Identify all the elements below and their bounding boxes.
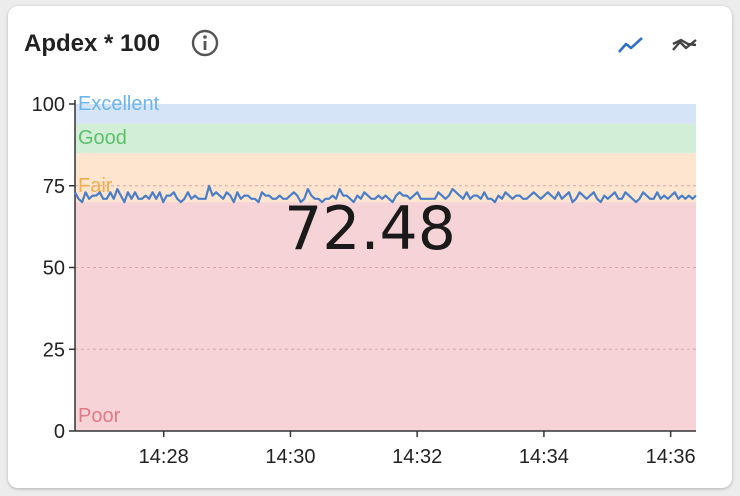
x-tick-label: 14:28 — [139, 446, 189, 468]
band-excellent — [75, 104, 696, 124]
band-label-fair: Fair — [78, 175, 113, 197]
band-good — [75, 123, 696, 154]
y-tick-label: 25 — [43, 339, 65, 361]
band-poor — [75, 202, 696, 431]
line-chart-icon[interactable] — [616, 30, 646, 60]
x-tick-label: 14:30 — [265, 446, 315, 468]
x-tick-label: 14:32 — [392, 446, 442, 468]
x-tick-label: 14:34 — [519, 446, 569, 468]
card-title: Apdex * 100 — [24, 30, 161, 57]
y-tick-label: 50 — [43, 258, 65, 280]
y-tick-label: 100 — [32, 94, 65, 116]
band-label-excellent: Excellent — [78, 93, 160, 115]
y-tick-label: 75 — [43, 176, 65, 198]
band-label-poor: Poor — [78, 405, 121, 427]
series-line — [74, 184, 697, 204]
info-icon[interactable] — [190, 28, 220, 58]
trend-chart-icon[interactable] — [670, 30, 700, 60]
band-label-good: Good — [78, 127, 127, 149]
card-header: Apdex * 100 — [8, 6, 732, 84]
y-tick-label: 0 — [54, 421, 65, 443]
apdex-chart: Poor Fair Good Excellent 0 25 50 75 100 14:28 14:3… — [32, 93, 697, 468]
apdex-card: Apdex * 100 Poor Fair Good Excellent 0 25 50 75… — [8, 6, 732, 488]
x-tick-label: 14:36 — [646, 446, 696, 468]
